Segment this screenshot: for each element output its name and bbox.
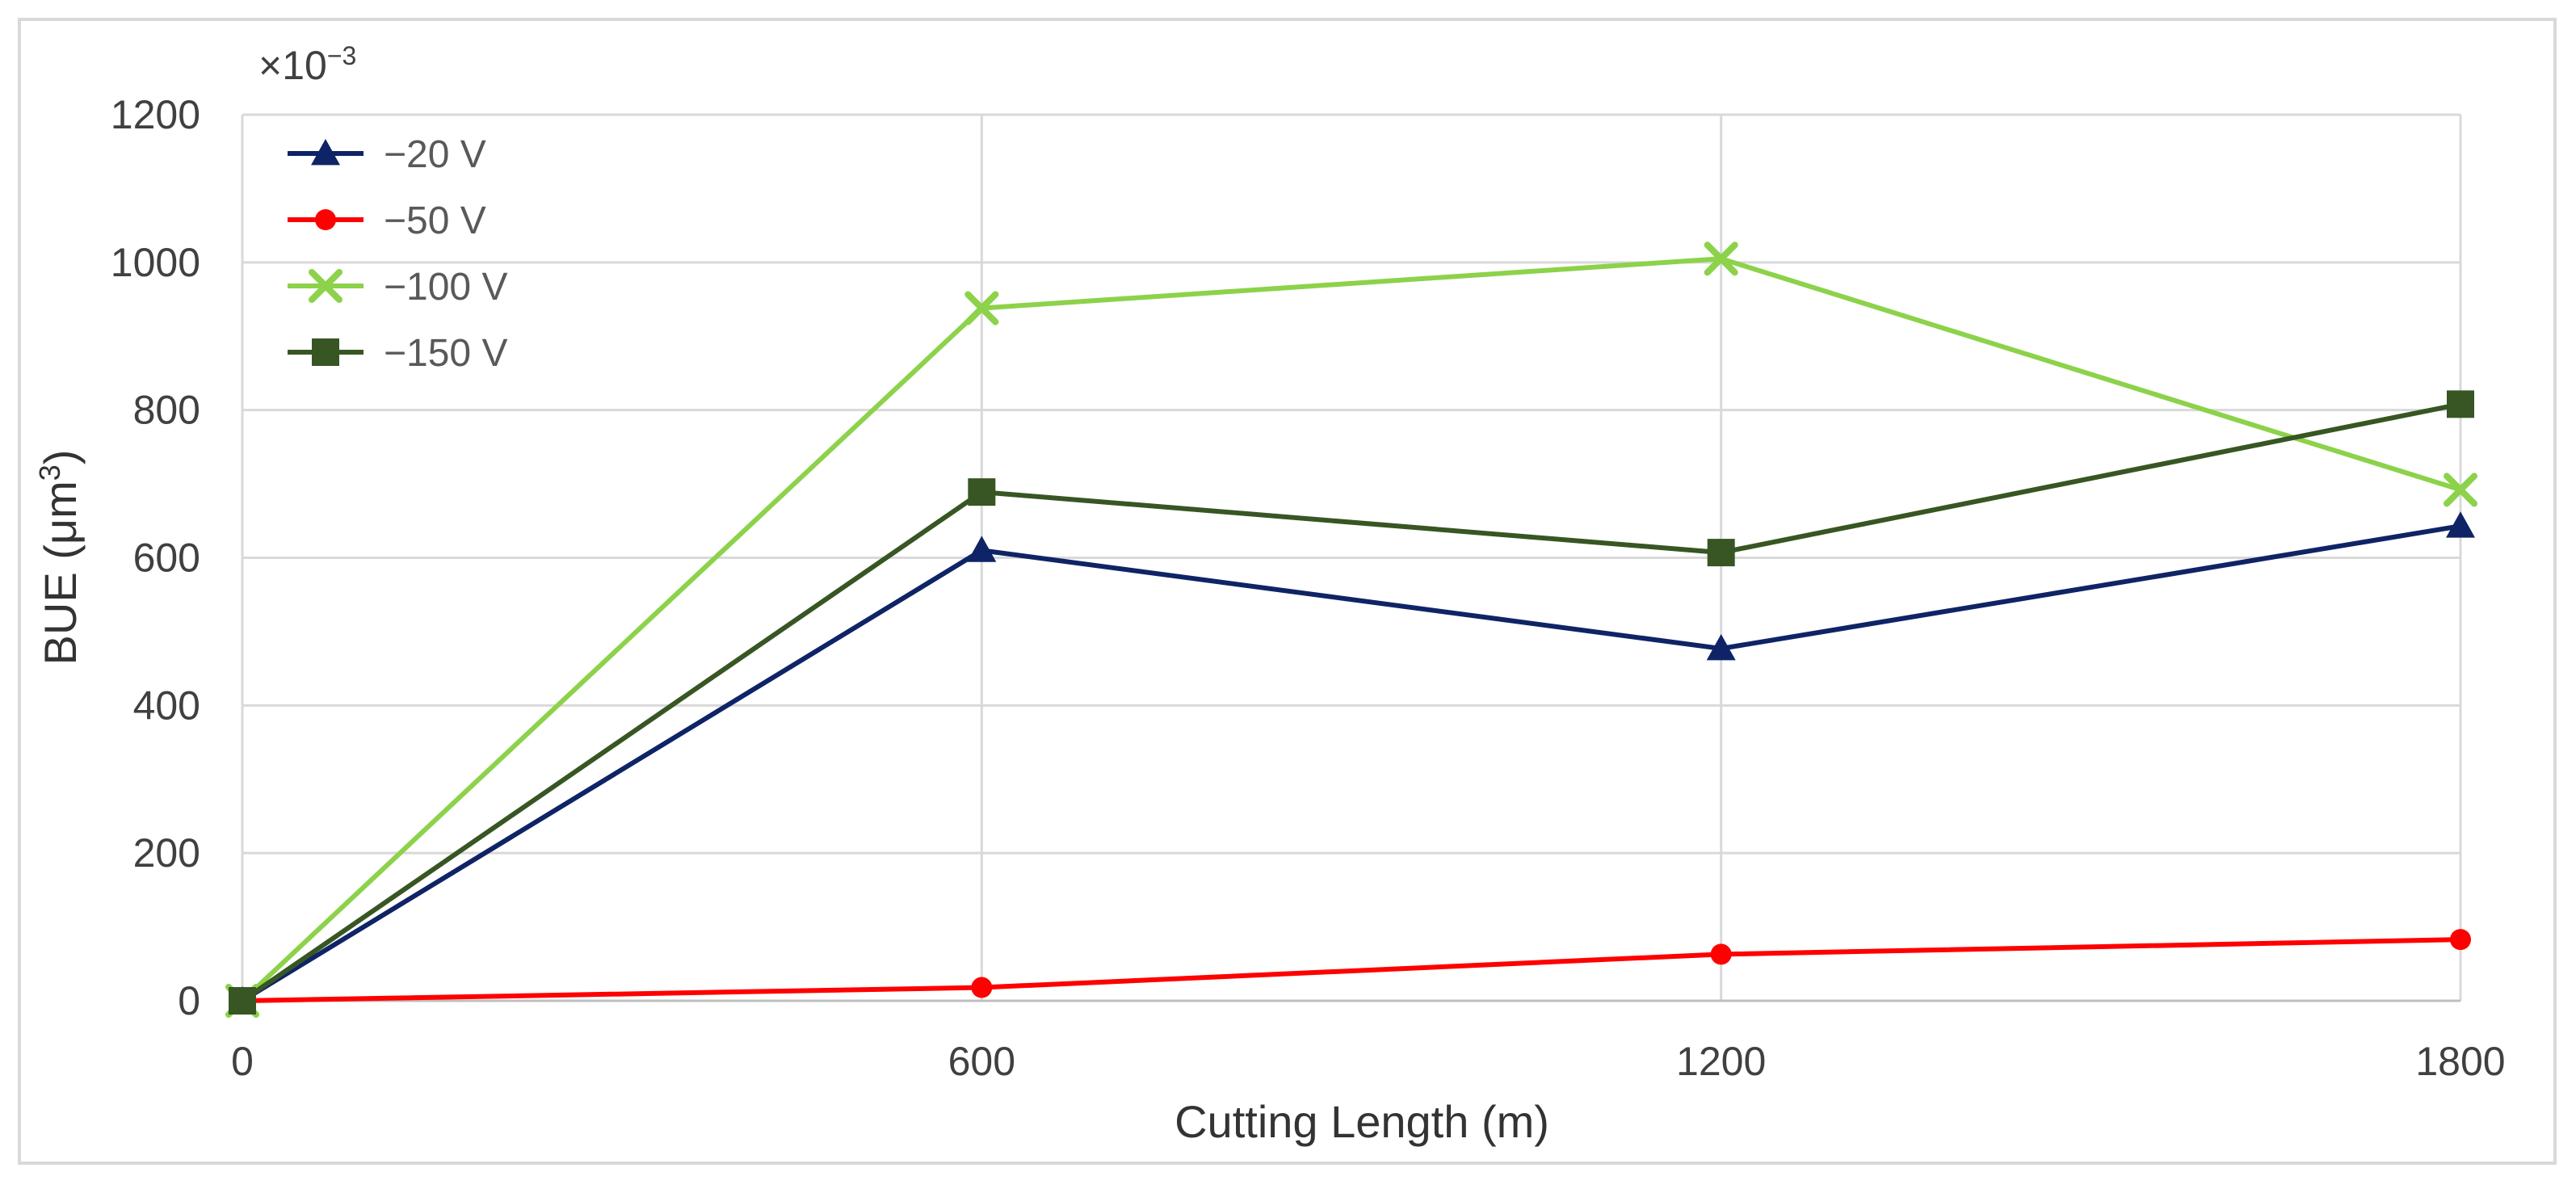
legend-label: −50 V: [384, 200, 486, 242]
scale-note-exponent: −3: [327, 41, 356, 70]
series-line: [240, 256, 2461, 1003]
legend-entry: −50 V: [288, 200, 486, 242]
series-line: [242, 937, 2461, 1003]
data-point: [964, 291, 999, 326]
legend-marker: [312, 338, 339, 366]
data-point: [1704, 242, 1738, 276]
series-line: [241, 523, 2461, 1003]
series-group: [225, 242, 2477, 1018]
legend-marker: [311, 139, 340, 166]
legend-label: −20 V: [384, 133, 486, 176]
data-point: [1707, 539, 1735, 567]
legend-entry: −150 V: [288, 332, 507, 375]
x-axis-title: Cutting Length (m): [1175, 1096, 1549, 1147]
y-tick-label: 800: [133, 388, 200, 433]
scale-note-base: ×10: [258, 43, 327, 88]
y-tick-label: 200: [133, 830, 200, 876]
y-axis-title-superscript: 3: [33, 464, 66, 481]
series-4: [229, 390, 2474, 1015]
legend-entry: −100 V: [288, 266, 507, 309]
y-tick-label: 0: [178, 978, 200, 1023]
axes: [241, 115, 2460, 1002]
x-tick-label: 0: [231, 1039, 254, 1084]
series-2: [232, 929, 2471, 1011]
series-1: [228, 511, 2475, 1013]
y-axis-title: BUE (μm3): [33, 450, 86, 666]
legend-label: −150 V: [384, 332, 507, 375]
tick-labels: 0 200 400 600 800 1000 1200 0 600 1200 1800: [111, 92, 2506, 1084]
data-point: [971, 977, 993, 998]
data-point: [1706, 633, 1736, 661]
data-point: [968, 478, 996, 506]
data-point-stroke: [2444, 473, 2477, 507]
legend-label: −100 V: [384, 266, 507, 309]
series-line: [241, 401, 2461, 1003]
y-axis-title-main: BUE (μm: [35, 481, 86, 665]
data-point-stroke: [1704, 242, 1738, 276]
series-3: [225, 242, 2477, 1018]
y-tick-label: 1200: [111, 92, 200, 137]
data-point: [2446, 511, 2475, 538]
data-point: [229, 987, 256, 1015]
y-tick-label: 600: [133, 536, 200, 581]
x-tick-label: 1800: [2415, 1039, 2505, 1084]
x-tick-label: 600: [948, 1039, 1015, 1084]
legend-marker: [309, 269, 342, 303]
data-point: [967, 536, 997, 562]
data-point-stroke: [964, 291, 999, 326]
legend: −20 V −50 V −100 V −150 V: [288, 133, 507, 375]
y-tick-label: 400: [133, 683, 200, 728]
y-axis-title-close: ): [35, 450, 86, 465]
data-point: [2444, 473, 2477, 507]
x-tick-label: 1200: [1676, 1039, 1766, 1084]
legend-marker-stroke: [309, 269, 342, 303]
data-point: [2447, 390, 2474, 418]
y-tick-label: 1000: [111, 240, 200, 285]
data-point: [2450, 929, 2471, 951]
legend-entry: −20 V: [288, 133, 486, 176]
y-axis-scale-note: ×10−3: [258, 41, 356, 88]
legend-marker: [315, 209, 336, 230]
gridlines: [242, 113, 2462, 1001]
data-point: [1710, 943, 1732, 965]
